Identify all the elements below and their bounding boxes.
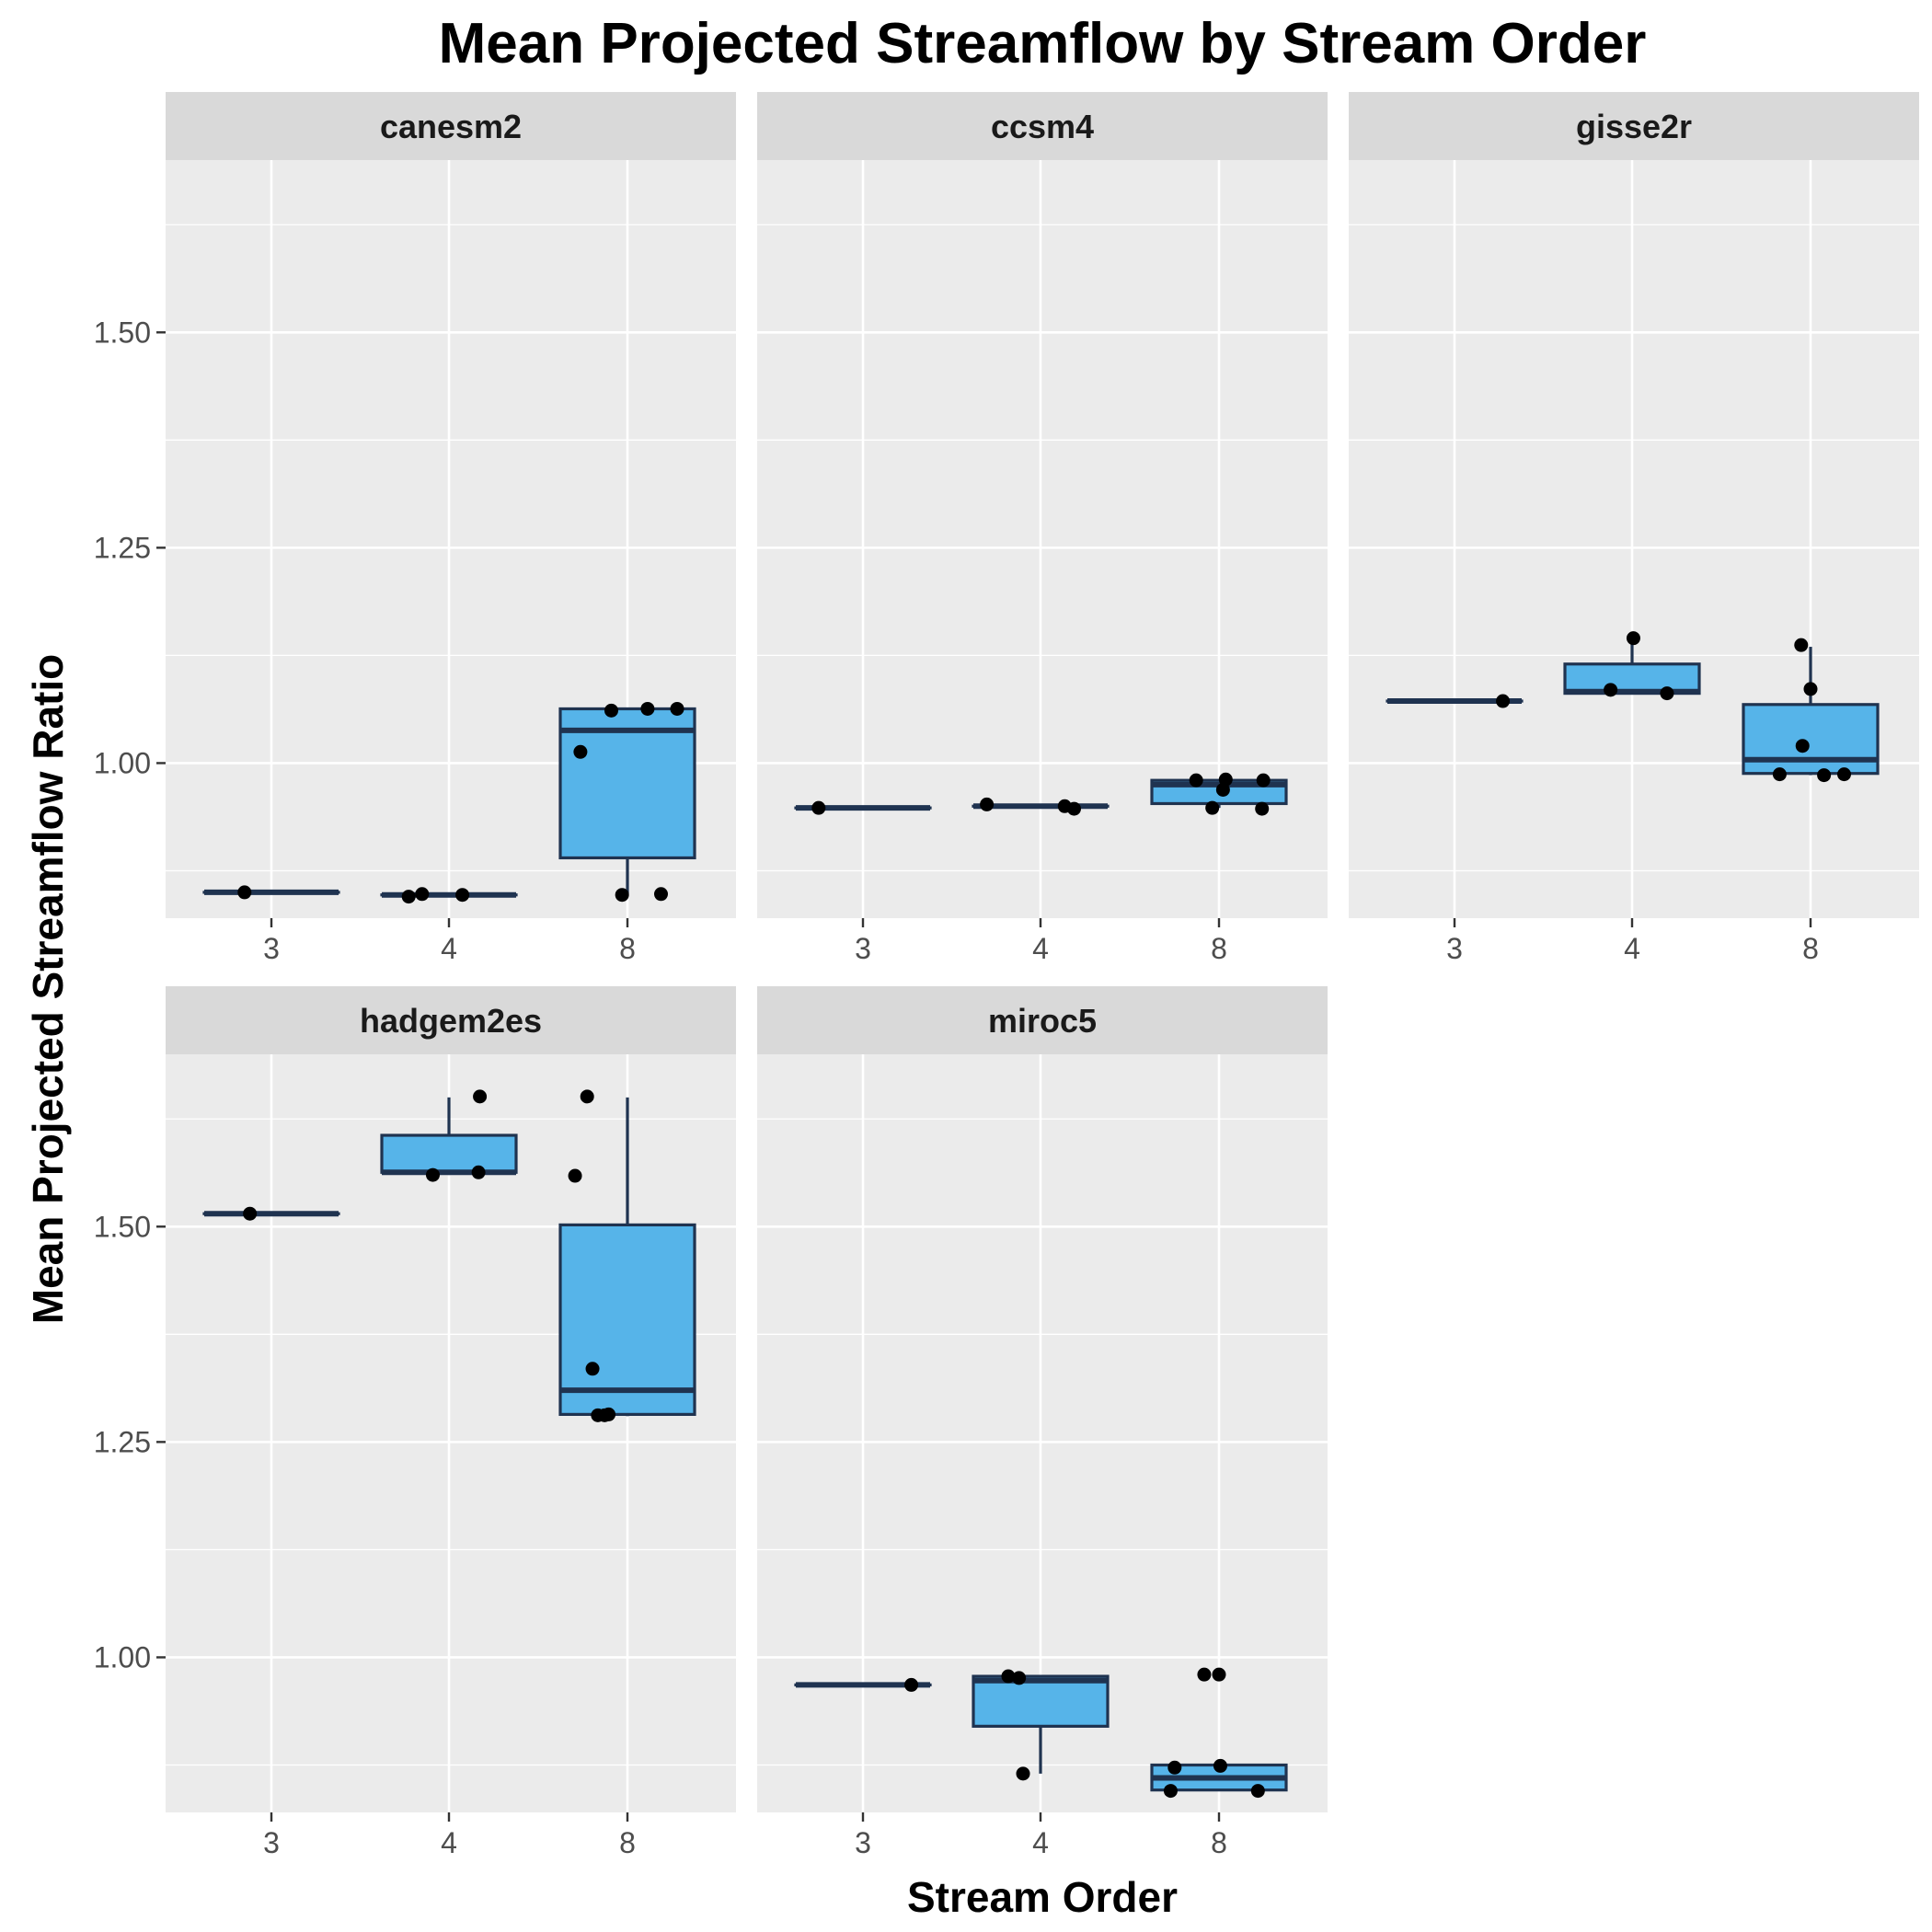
chart-title: Mean Projected Streamflow by Stream Orde… (439, 12, 1647, 75)
x-tick-label: 3 (855, 932, 871, 965)
data-point (615, 888, 629, 903)
x-tick-label: 4 (1624, 932, 1640, 965)
data-point (1067, 801, 1081, 816)
facet-panels: canesm2 1.00 1.25 1.50 3 4 8 ccsm4 3 4 8 gisse2r 3 4 8… (94, 92, 1919, 1859)
x-tick-label: 3 (263, 1826, 280, 1859)
facet-strip (757, 92, 1328, 160)
data-point (904, 1677, 919, 1692)
data-point (670, 701, 684, 716)
facet-strip (166, 92, 736, 160)
facet-panel-canesm2: canesm2 1.00 1.25 1.50 3 4 8 (94, 92, 736, 965)
data-point (573, 744, 588, 759)
data-point (585, 1362, 600, 1376)
x-axis-label: Stream Order (907, 1873, 1178, 1921)
data-point (1256, 773, 1271, 788)
data-point (1213, 1758, 1227, 1773)
panel-background (1349, 160, 1919, 918)
x-tick-label: 3 (263, 932, 280, 965)
y-tick-label: 1.00 (94, 746, 151, 779)
data-point (1255, 801, 1270, 816)
facet-panel-ccsm4: ccsm4 3 4 8 (757, 92, 1328, 965)
data-point (243, 1206, 258, 1221)
data-point (1604, 683, 1618, 697)
facet-strip-label: gisse2r (1576, 108, 1692, 145)
x-tick-label: 4 (1032, 932, 1049, 965)
data-point (1250, 1784, 1265, 1799)
data-point (471, 1165, 486, 1179)
box-gisse2r-order-8 (1742, 703, 1880, 776)
facet-panel-hadgem2es: hadgem2es 1.00 1.25 1.50 3 4 8 (94, 986, 736, 1859)
x-tick-label: 8 (1211, 932, 1227, 965)
data-point (654, 887, 668, 902)
x-tick-label: 8 (619, 1826, 636, 1859)
box-gisse2r-order-4 (1563, 662, 1701, 696)
data-point (401, 890, 416, 904)
data-point (604, 703, 618, 718)
data-point (602, 1407, 616, 1421)
data-point (1012, 1671, 1027, 1685)
data-point (1660, 686, 1674, 701)
y-tick-label: 1.00 (94, 1640, 151, 1673)
data-point (425, 1167, 440, 1182)
box-hadgem2es-order-4 (380, 1133, 518, 1174)
facet-strip-label: hadgem2es (360, 1002, 542, 1040)
box-canesm2-order-8 (558, 707, 696, 860)
y-tick-label: 1.50 (94, 1210, 151, 1243)
x-tick-label: 3 (1446, 932, 1463, 965)
facet-strip (1349, 92, 1919, 160)
x-tick-label: 8 (1211, 1826, 1227, 1859)
x-tick-label: 4 (1032, 1826, 1049, 1859)
data-point (811, 800, 826, 815)
x-tick-label: 8 (1802, 932, 1819, 965)
y-tick-label: 1.25 (94, 1425, 151, 1458)
data-point (580, 1089, 594, 1104)
data-point (1167, 1760, 1182, 1775)
panel-background (166, 1054, 736, 1812)
data-point (1817, 768, 1832, 783)
data-point (640, 701, 655, 716)
data-point (1794, 638, 1809, 652)
facet-strip (757, 986, 1328, 1054)
data-point (1837, 767, 1851, 782)
facet-strip-label: canesm2 (380, 108, 522, 145)
x-tick-label: 4 (441, 932, 457, 965)
data-point (473, 1089, 488, 1104)
data-point (1795, 739, 1810, 753)
box-hadgem2es-order-8 (558, 1223, 696, 1417)
data-point (1496, 694, 1511, 708)
x-tick-label: 4 (441, 1826, 457, 1859)
data-point (1626, 631, 1640, 646)
x-tick-label: 3 (855, 1826, 871, 1859)
data-point (1016, 1766, 1030, 1781)
facet-panel-miroc5: miroc5 3 4 8 (757, 986, 1328, 1859)
data-point (1163, 1784, 1178, 1799)
facet-panel-gisse2r: gisse2r 3 4 8 (1349, 92, 1919, 965)
data-point (1189, 773, 1203, 788)
facet-strip-label: miroc5 (988, 1002, 1097, 1040)
facet-strip-label: ccsm4 (991, 108, 1094, 145)
data-point (1803, 682, 1818, 696)
box-miroc5-order-4 (972, 1674, 1110, 1728)
y-tick-label: 1.25 (94, 531, 151, 564)
data-point (1215, 782, 1230, 797)
data-point (980, 797, 995, 811)
y-tick-label: 1.50 (94, 316, 151, 349)
x-tick-label: 8 (619, 932, 636, 965)
y-axis-label: Mean Projected Streamflow Ratio (24, 654, 72, 1325)
data-point (1212, 1667, 1226, 1682)
data-point (455, 888, 470, 903)
data-point (415, 887, 430, 902)
data-point (1218, 772, 1233, 787)
data-point (1205, 800, 1220, 815)
data-point (237, 885, 252, 900)
data-point (568, 1168, 582, 1183)
data-point (1197, 1667, 1212, 1682)
facet-strip (166, 986, 736, 1054)
data-point (1772, 767, 1787, 782)
data-point (1001, 1669, 1016, 1684)
